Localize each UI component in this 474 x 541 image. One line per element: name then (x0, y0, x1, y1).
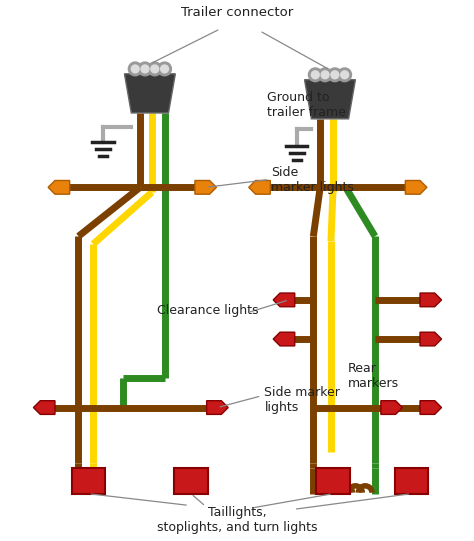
Text: Rear
markers: Rear markers (347, 361, 399, 390)
Circle shape (151, 65, 159, 73)
Circle shape (141, 65, 149, 73)
Circle shape (138, 62, 152, 76)
Text: Side marker
lights: Side marker lights (264, 386, 340, 414)
Circle shape (158, 62, 172, 76)
Circle shape (328, 68, 342, 82)
Circle shape (331, 71, 339, 78)
Polygon shape (125, 74, 175, 113)
Polygon shape (420, 401, 442, 414)
Polygon shape (420, 293, 442, 307)
Circle shape (338, 68, 352, 82)
Circle shape (341, 71, 348, 78)
Polygon shape (381, 401, 402, 414)
Polygon shape (273, 332, 295, 346)
Polygon shape (304, 80, 356, 119)
Circle shape (128, 62, 142, 76)
Polygon shape (420, 332, 442, 346)
Text: Trailer connector: Trailer connector (181, 6, 293, 19)
Text: Clearance lights: Clearance lights (157, 304, 258, 317)
Polygon shape (34, 401, 55, 414)
Polygon shape (273, 293, 295, 307)
Polygon shape (195, 181, 217, 194)
Polygon shape (48, 181, 70, 194)
Polygon shape (249, 181, 270, 194)
Bar (316, 468, 349, 494)
Polygon shape (405, 181, 427, 194)
Bar (72, 468, 105, 494)
Circle shape (161, 65, 168, 73)
Bar (394, 468, 428, 494)
Circle shape (318, 68, 332, 82)
Text: Side
marker lights: Side marker lights (271, 166, 354, 194)
Bar (174, 468, 208, 494)
Circle shape (131, 65, 139, 73)
Text: Ground to
trailer frame: Ground to trailer frame (267, 91, 346, 120)
Circle shape (321, 71, 329, 78)
Circle shape (148, 62, 162, 76)
Circle shape (309, 68, 322, 82)
Polygon shape (207, 401, 228, 414)
Text: Taillights,
stoplights, and turn lights: Taillights, stoplights, and turn lights (157, 506, 317, 535)
Circle shape (311, 71, 319, 78)
